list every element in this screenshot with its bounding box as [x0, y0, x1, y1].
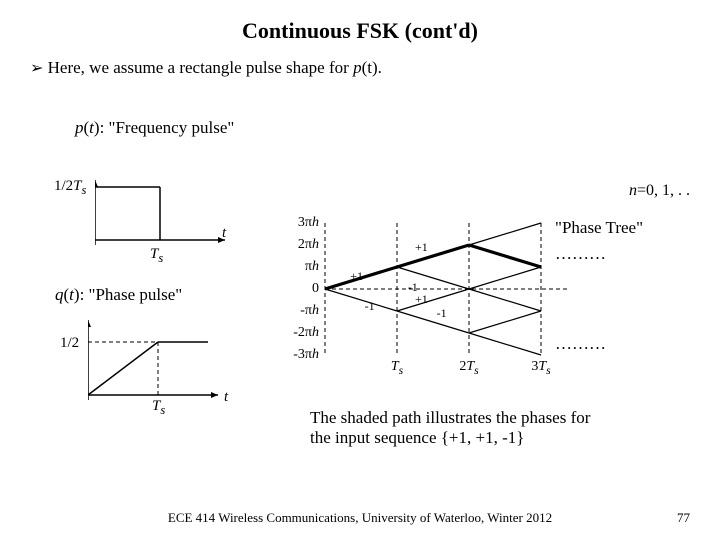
caption-text: The shaded path illustrates the phases f…	[310, 408, 700, 448]
t-label-1: t	[222, 225, 226, 242]
n-values-label: n=0, 1, . .	[629, 182, 690, 200]
tree-ylabel: 3πh	[283, 215, 319, 231]
branch-pm-label: +1	[350, 269, 363, 284]
tree-ylabel: 0	[283, 281, 319, 297]
branch-pm-label: -1	[365, 299, 375, 314]
t-label-2: t	[224, 389, 228, 406]
tree-ylabel: πh	[283, 259, 319, 275]
footer-text: ECE 414 Wireless Communications, Univers…	[0, 510, 720, 526]
tree-xlabel: 3Ts	[526, 359, 556, 377]
tree-ylabel: -3πh	[283, 347, 319, 363]
phase-tree-label: "Phase Tree"	[555, 218, 643, 238]
y-axis-label-1: 1/2Ts	[54, 178, 86, 198]
y-axis-label-2: 1/2	[60, 335, 79, 352]
tree-xlabel: 2Ts	[454, 359, 484, 377]
phase-pulse-label: q(t): "Phase pulse"	[55, 285, 182, 305]
caption-line2: the input sequence {+1, +1, -1}	[310, 428, 524, 447]
phase-tree: 3πh2πhπh0-πh-2πh-3πhTs2Ts3Ts+1+1-1+1-1-1	[280, 220, 570, 375]
bullet-arrow-icon: ➢	[30, 60, 43, 77]
ts-label-1: Ts	[150, 246, 163, 266]
dots-lower: ………	[555, 334, 606, 354]
bullet-t: (t).	[362, 58, 382, 77]
freq-pulse-label: p(t): "Frequency pulse"	[75, 118, 234, 138]
branch-pm-label: +1	[415, 240, 428, 255]
tree-ylabel: -πh	[283, 303, 319, 319]
ts-label-2: Ts	[152, 398, 165, 418]
tree-ylabel: 2πh	[283, 237, 319, 253]
bullet-line: ➢ Here, we assume a rectangle pulse shap…	[0, 44, 720, 78]
caption-line1: The shaded path illustrates the phases f…	[310, 408, 590, 427]
page-number: 77	[677, 510, 690, 526]
bullet-text: Here, we assume a rectangle pulse shape …	[48, 58, 353, 77]
tree-ylabel: -2πh	[283, 325, 319, 341]
branch-pm-label: +1	[415, 292, 428, 307]
freq-pulse-plot	[95, 175, 235, 247]
bullet-pt: p	[353, 58, 362, 77]
tree-xlabel: Ts	[382, 359, 412, 377]
branch-pm-label: -1	[437, 306, 447, 321]
dots-upper: ………	[555, 244, 606, 264]
page-title: Continuous FSK (cont'd)	[0, 0, 720, 44]
phase-pulse-plot	[88, 315, 228, 403]
